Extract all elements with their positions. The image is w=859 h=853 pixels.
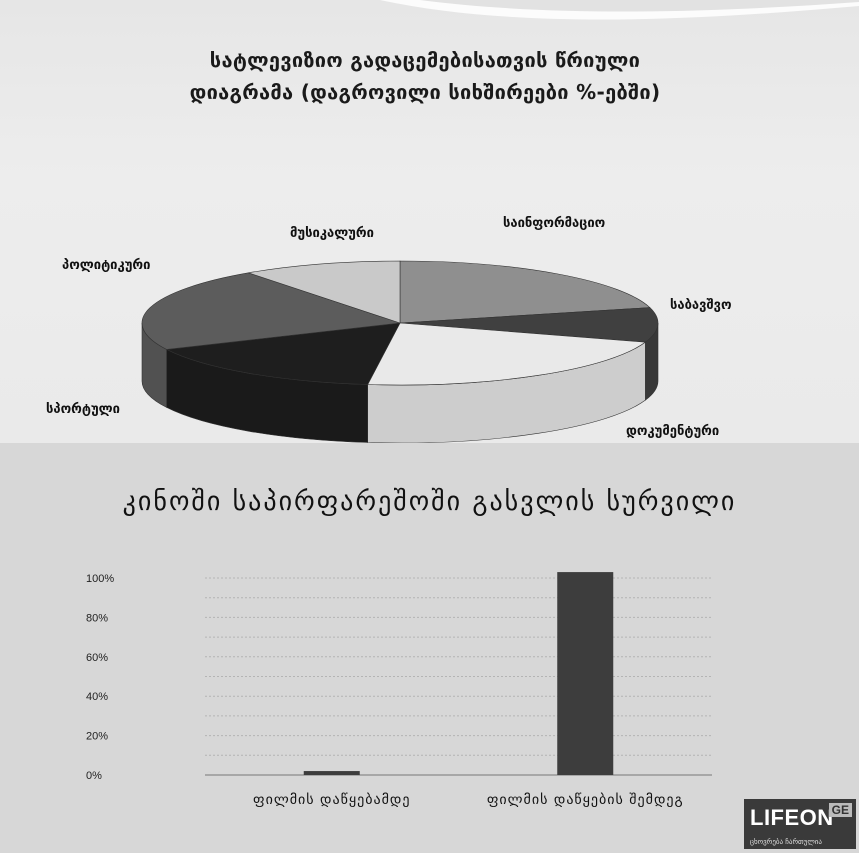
pie-label-politics: პოლიტიკური — [62, 258, 151, 273]
lifeon-logo: LIFEON GE ცხოვრება ჩართულია — [744, 799, 856, 849]
y-tick-label: 60% — [86, 652, 108, 664]
pie-chart-panel: სატლევიზიო გადაცემებისათვის წრიული დიაგრ… — [0, 0, 859, 443]
y-tick-label: 20% — [86, 731, 108, 743]
logo-badge: GE — [828, 803, 852, 817]
bar-chart: 0% 20% 40% 60% 80% 100% ფილმის დაწყებამდე ფილმი… — [86, 572, 712, 808]
pie-label-music: მუსიკალური — [290, 226, 374, 241]
pie-title-line1: სატლევიზიო გადაცემებისათვის წრიული — [209, 48, 641, 72]
y-tick-label: 100% — [86, 573, 114, 585]
bar-0 — [303, 771, 360, 775]
y-tick-label: 40% — [86, 691, 108, 703]
logo-text: LIFEON — [750, 805, 834, 830]
bar-1 — [557, 572, 614, 775]
bars — [303, 572, 614, 775]
pie-slice-3 — [165, 322, 401, 385]
x-category-label: ფილმის დაწყებამდე — [253, 792, 410, 808]
decorative-swoosh — [380, 0, 859, 20]
pie-label-news: საინფორმაციო — [503, 216, 606, 231]
pie-chart — [141, 260, 659, 443]
pie-slice-2 — [367, 322, 647, 386]
y-ticks: 0% 20% 40% 60% 80% 100% — [86, 573, 114, 782]
bar-chart-panel: კინოში საპირფარეშოში გასვლის სურვილი 0% 2… — [0, 443, 859, 853]
pie-slice-0 — [399, 260, 651, 324]
pie-label-kids: საბავშვო — [670, 298, 732, 313]
pie-slice-4 — [141, 272, 401, 350]
pie-slice-1 — [399, 307, 659, 343]
pie-title-line2: დიაგრამა (დაგროვილი სიხშირეები %-ებში) — [189, 80, 661, 104]
logo-tagline: ცხოვრება ჩართულია — [750, 838, 822, 846]
pie-slice-5 — [248, 260, 401, 324]
x-category-label: ფილმის დაწყების შემდეგ — [487, 792, 684, 808]
pie-label-sports: სპორტული — [46, 402, 120, 417]
bar-chart-title: კინოში საპირფარეშოში გასვლის სურვილი — [122, 487, 737, 517]
y-tick-label: 0% — [86, 770, 102, 782]
pie-top — [141, 260, 659, 386]
pie-sides — [141, 322, 659, 443]
pie-label-documentary: დოკუმენტური — [626, 424, 720, 439]
y-tick-label: 80% — [86, 612, 108, 624]
bar-grid — [205, 577, 712, 776]
